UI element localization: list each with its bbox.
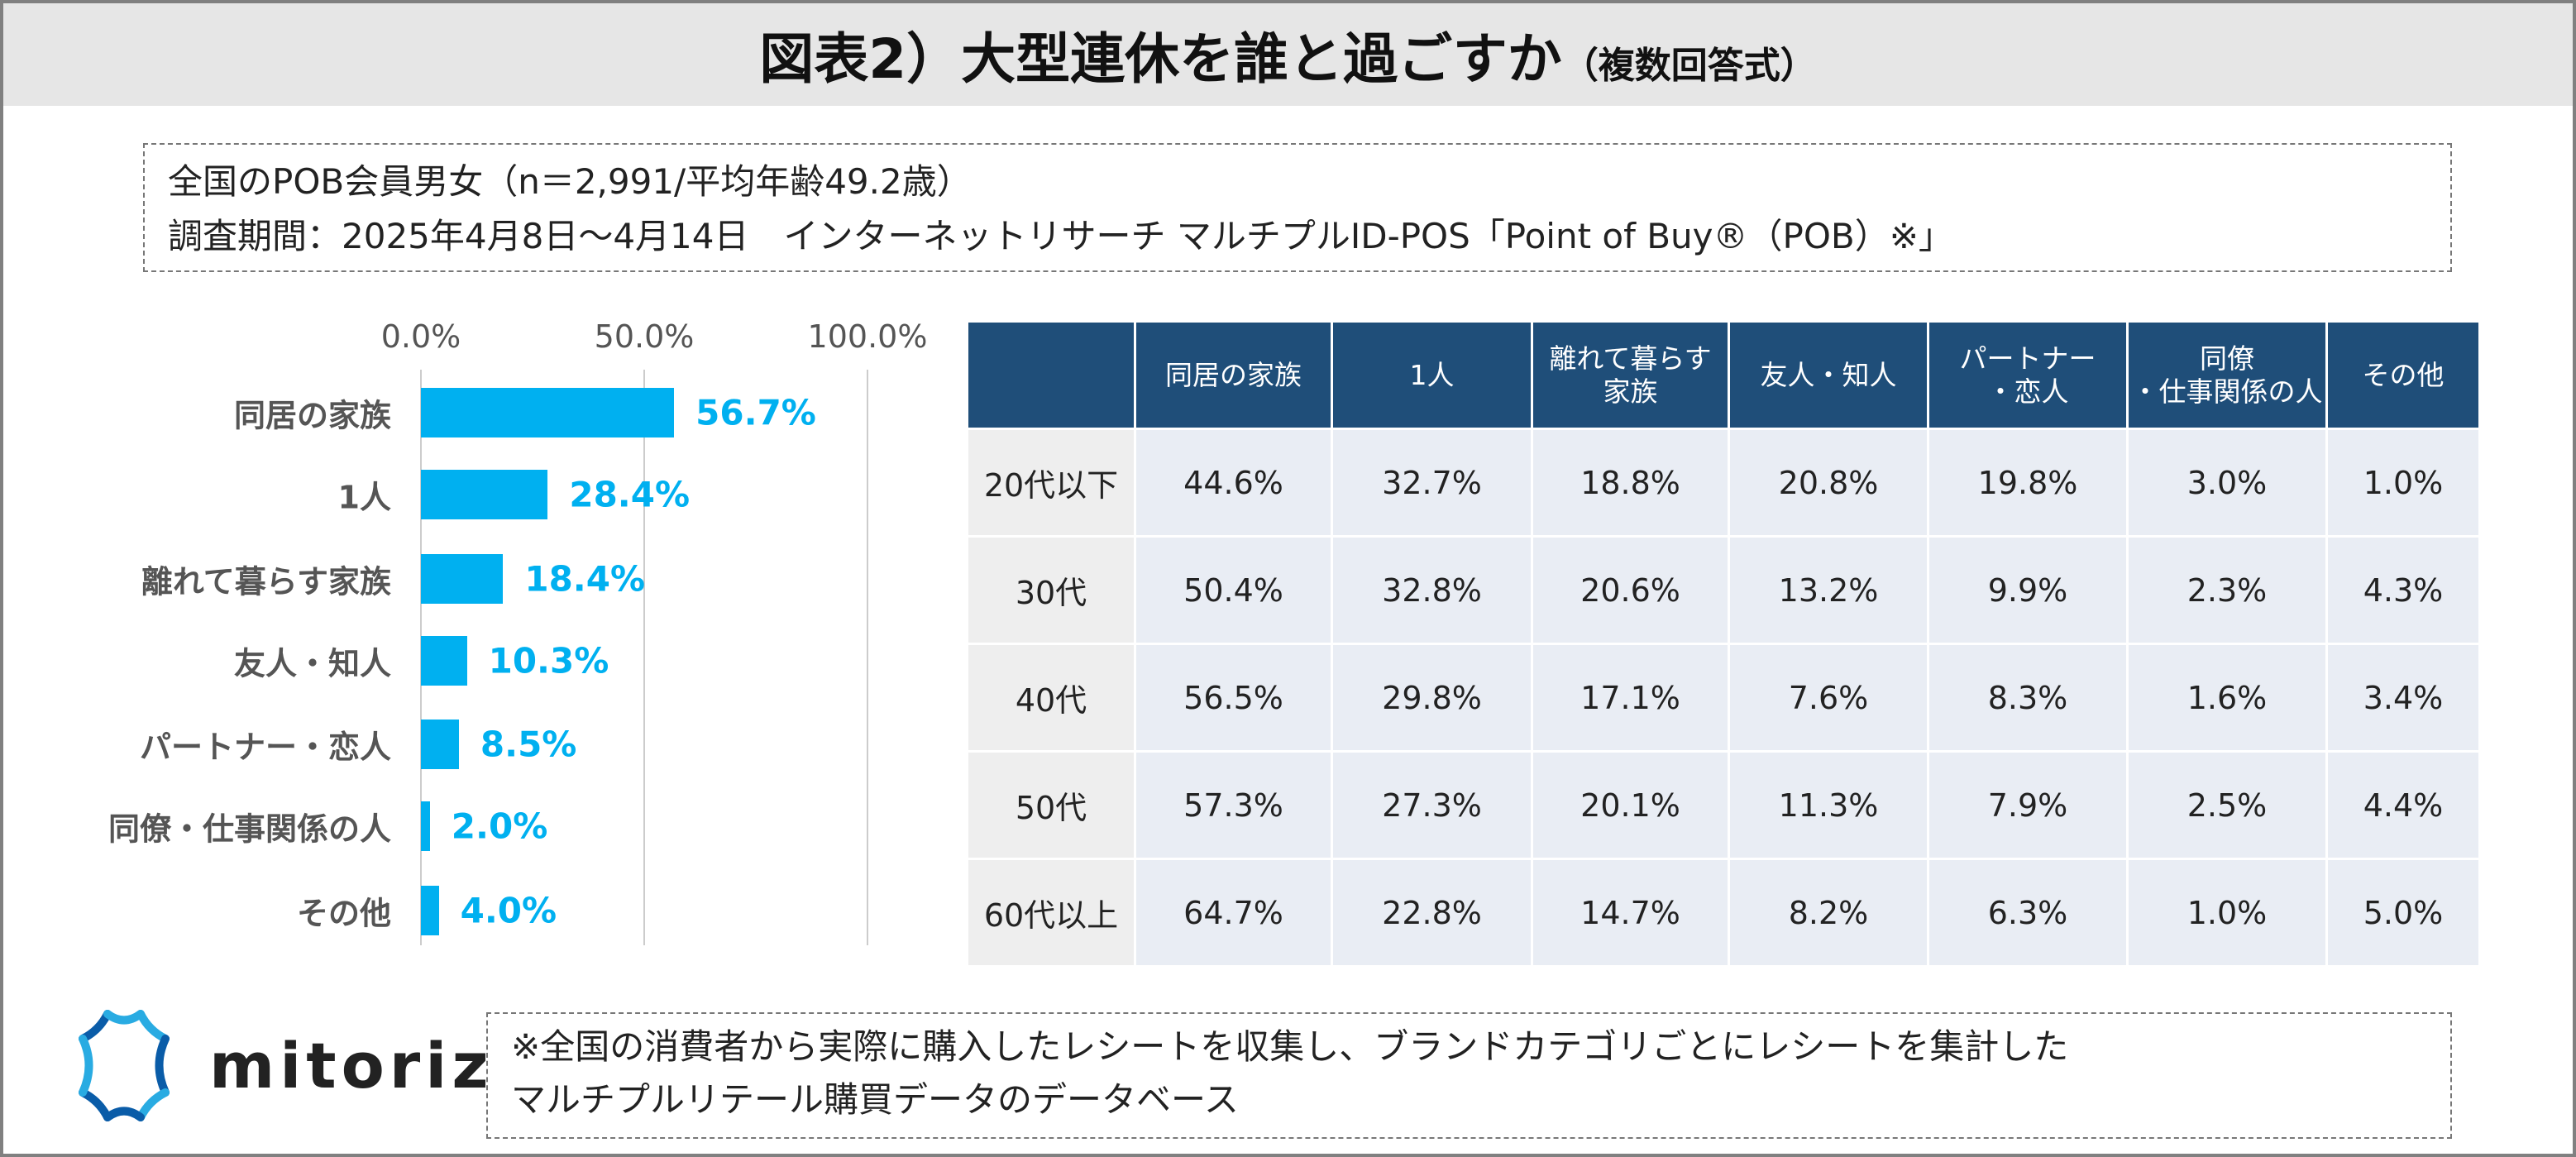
column-header: 離れて暮らす 家族	[1531, 320, 1730, 430]
table-cell: 7.6%	[1728, 643, 1929, 753]
table-row: 40代 56.5% 29.8% 17.1% 7.6% 8.3% 1.6% 3.4%	[966, 643, 2481, 753]
column-header: 友人・知人	[1728, 320, 1929, 430]
table-cell: 13.2%	[1728, 535, 1929, 645]
table-row: 60代以上 64.7% 22.8% 14.7% 8.2% 6.3% 1.0% 5.0%	[966, 858, 2481, 968]
table-cell: 4.3%	[2325, 535, 2481, 645]
gridline	[643, 370, 645, 945]
x-tick-label: 0.0%	[380, 318, 461, 355]
logo-text: mitoriz	[209, 1029, 494, 1102]
table-cell: 27.3%	[1331, 750, 1533, 860]
table-cell: 32.8%	[1331, 535, 1533, 645]
footnote-line: マルチプルリテール購買データのデータベース	[511, 1079, 1239, 1120]
table-cell: 1.6%	[2126, 643, 2328, 753]
bar	[421, 388, 675, 437]
figure-title: 図表2）大型連休を誰と過ごすか（複数回答式）	[759, 15, 1817, 94]
table-row: 30代 50.4% 32.8% 20.6% 13.2% 9.9% 2.3% 4.3%	[966, 535, 2481, 645]
footnote-box: ※全国の消費者から実際に購入したレシートを収集し、ブランドカテゴリごとにレシート…	[486, 1012, 2452, 1139]
table-header-row: 同居の家族 1人 離れて暮らす 家族 友人・知人 パートナー ・恋人 同僚 ・仕事関係の人 その他	[966, 320, 2481, 430]
table-cell: 1.0%	[2126, 858, 2328, 968]
table-cell: 22.8%	[1331, 858, 1533, 968]
column-header	[966, 320, 1136, 430]
table-cell: 3.0%	[2126, 428, 2328, 538]
category-label: 同僚・仕事関係の人	[108, 810, 391, 848]
column-header: 同僚 ・仕事関係の人	[2126, 320, 2328, 430]
data-label: 28.4%	[569, 474, 691, 515]
table-cell: 64.7%	[1134, 858, 1333, 968]
bar	[421, 801, 430, 851]
data-label: 4.0%	[460, 890, 557, 931]
logo-mark-icon	[79, 1010, 170, 1121]
bar	[421, 886, 439, 935]
category-label: 友人・知人	[233, 645, 391, 682]
column-header: 1人	[1331, 320, 1533, 430]
table-cell: 20.8%	[1728, 428, 1929, 538]
table-cell: 17.1%	[1531, 643, 1730, 753]
x-tick-label: 100.0%	[807, 318, 928, 355]
table-cell: 7.9%	[1927, 750, 2129, 860]
table-cell: 5.0%	[2325, 858, 2481, 968]
table-cell: 50.4%	[1134, 535, 1333, 645]
category-label: その他	[296, 895, 391, 932]
table-cell: 14.7%	[1531, 858, 1730, 968]
title-sub: （複数回答式）	[1561, 45, 1817, 87]
column-header: 同居の家族	[1134, 320, 1333, 430]
table-cell: 8.3%	[1927, 643, 2129, 753]
gridline	[867, 370, 868, 945]
row-header: 60代以上	[966, 858, 1136, 968]
column-header: パートナー ・恋人	[1927, 320, 2129, 430]
table-cell: 2.5%	[2126, 750, 2328, 860]
table-cell: 11.3%	[1728, 750, 1929, 860]
survey-period: 調査期間：2025年4月8日～4月14日 インターネットリサーチ マルチプルID…	[168, 216, 1953, 256]
table-cell: 56.5%	[1134, 643, 1333, 753]
table-cell: 44.6%	[1134, 428, 1333, 538]
bar	[421, 470, 548, 519]
row-header: 30代	[966, 535, 1136, 645]
table-cell: 20.1%	[1531, 750, 1730, 860]
table-cell: 4.4%	[2325, 750, 2481, 860]
footnote-line: ※全国の消費者から実際に購入したレシートを収集し、ブランドカテゴリごとにレシート…	[511, 1026, 2069, 1067]
title-bar: 図表2）大型連休を誰と過ごすか（複数回答式）	[3, 3, 2573, 106]
data-label: 56.7%	[695, 392, 816, 433]
x-tick-label: 50.0%	[594, 318, 695, 355]
table-cell: 18.8%	[1531, 428, 1730, 538]
table-cell: 6.3%	[1927, 858, 2129, 968]
table-cell: 32.7%	[1331, 428, 1533, 538]
data-label: 10.3%	[488, 640, 609, 681]
mitoriz-logo: mitoriz	[62, 1006, 494, 1126]
bar	[421, 554, 504, 604]
category-label: 1人	[337, 479, 391, 516]
table-cell: 20.6%	[1531, 535, 1730, 645]
survey-sample: 全国のPOB会員男女（n＝2,991/平均年齢49.2歳）	[168, 161, 972, 202]
table-row: 50代 57.3% 27.3% 20.1% 11.3% 7.9% 2.5% 4.4%	[966, 750, 2481, 860]
table-cell: 9.9%	[1927, 535, 2129, 645]
survey-info-box: 全国のPOB会員男女（n＝2,991/平均年齢49.2歳） 調査期間：2025年…	[143, 143, 2452, 272]
table-cell: 8.2%	[1728, 858, 1929, 968]
table-cell: 1.0%	[2325, 428, 2481, 538]
table-cell: 57.3%	[1134, 750, 1333, 860]
bar	[421, 720, 459, 769]
row-header: 40代	[966, 643, 1136, 753]
category-label: パートナー・恋人	[139, 729, 391, 766]
table-cell: 29.8%	[1331, 643, 1533, 753]
data-label: 18.4%	[524, 558, 646, 600]
data-label: 8.5%	[480, 724, 577, 765]
row-header: 20代以下	[966, 428, 1136, 538]
table-cell: 19.8%	[1927, 428, 2129, 538]
category-label: 同居の家族	[233, 397, 391, 434]
table-cell: 3.4%	[2325, 643, 2481, 753]
age-breakdown-table: 同居の家族 1人 離れて暮らす 家族 友人・知人 パートナー ・恋人 同僚 ・仕事関係の人 その他…	[966, 320, 2481, 968]
column-header: その他	[2325, 320, 2481, 430]
row-header: 50代	[966, 750, 1136, 860]
title-main: 図表2）大型連休を誰と過ごすか	[759, 27, 1562, 91]
table-row: 20代以下 44.6% 32.7% 18.8% 20.8% 19.8% 3.0% 1.0%	[966, 428, 2481, 538]
bar	[421, 636, 467, 686]
category-label: 離れて暮らす家族	[141, 563, 391, 600]
data-label: 2.0%	[451, 806, 548, 847]
table-cell: 2.3%	[2126, 535, 2328, 645]
